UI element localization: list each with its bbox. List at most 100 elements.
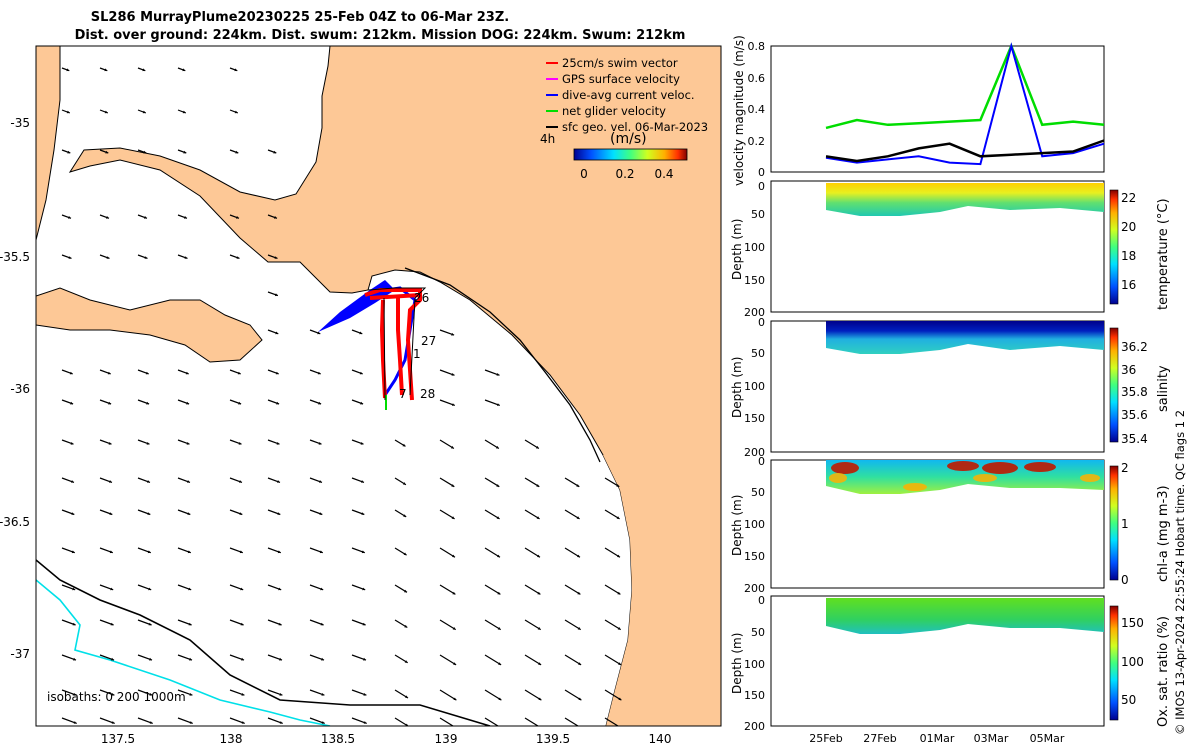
geo-arrow-shaft bbox=[524, 619, 542, 631]
geo-arrow-shaft bbox=[484, 717, 500, 726]
geo-arrow-head bbox=[498, 662, 502, 665]
geo-arrow-head bbox=[143, 150, 147, 154]
legend-label: sfc geo. vel. 06-Mar-2023 bbox=[562, 120, 708, 134]
geo-arrow-head bbox=[617, 554, 620, 558]
temp-depth-tick: 0 bbox=[758, 180, 765, 193]
map-ytick: -36.5 bbox=[0, 515, 30, 529]
geo-arrow-head bbox=[321, 657, 324, 661]
geo-arrow-head bbox=[239, 512, 243, 515]
chla-panel bbox=[770, 459, 1119, 589]
chla-cbar-tick: 0 bbox=[1121, 573, 1129, 587]
geo-arrow-head bbox=[240, 622, 244, 626]
legend-label: 25cm/s swim vector bbox=[562, 56, 678, 70]
geo-arrow-head bbox=[235, 150, 239, 154]
geo-arrow-head bbox=[319, 480, 322, 483]
geo-arrow-head bbox=[144, 216, 147, 219]
geo-arrow-head bbox=[274, 293, 278, 297]
geo-arrow-head bbox=[576, 516, 580, 519]
geo-arrow-head bbox=[69, 371, 73, 375]
geo-arrow-head bbox=[405, 723, 409, 726]
geo-arrow-head bbox=[186, 442, 190, 445]
geo-arrow-shaft bbox=[564, 717, 580, 726]
geo-arrow-head bbox=[496, 516, 500, 519]
geo-arrow-head bbox=[319, 512, 323, 515]
geo-arrow-head bbox=[537, 627, 541, 630]
geo-arrow-head bbox=[496, 373, 500, 376]
geo-arrow-head bbox=[72, 587, 76, 591]
geo-arrow-shaft bbox=[564, 689, 582, 701]
geo-arrow-head bbox=[363, 693, 367, 696]
geo-arrow-shaft bbox=[484, 654, 502, 666]
surface-track bbox=[367, 287, 427, 401]
geo-arrow-head bbox=[404, 589, 407, 593]
geo-arrow-head bbox=[104, 68, 108, 72]
temp-cbar-tick: 22 bbox=[1121, 191, 1136, 205]
geo-arrow-head bbox=[241, 721, 245, 724]
isobaths-label: isobaths: 0 200 1000m bbox=[47, 690, 186, 704]
sal-depth-tick: 200 bbox=[744, 446, 765, 459]
colorbar-ticks: 16 18 20 22 35.4 35.6 35.8 36 36.2 0 1 2… bbox=[1121, 191, 1148, 707]
colorbar-unit: (m/s) bbox=[610, 131, 647, 147]
chart-title-line2: Dist. over ground: 224km. Dist. swum: 21… bbox=[74, 28, 686, 43]
geo-arrow-head bbox=[359, 371, 363, 375]
temp-depth-tick: 50 bbox=[751, 208, 765, 221]
geo-arrow-head bbox=[66, 110, 70, 114]
map-colorbar bbox=[573, 148, 688, 161]
geo-arrow-shaft bbox=[524, 477, 540, 488]
ox-depth-tick: 100 bbox=[744, 658, 765, 671]
geo-arrow-head bbox=[497, 591, 501, 595]
geo-arrow-head bbox=[188, 587, 192, 591]
geo-arrow-head bbox=[360, 442, 364, 445]
geo-arrow-head bbox=[538, 697, 542, 701]
geo-arrow-head bbox=[146, 401, 150, 405]
geo-arrow-shaft bbox=[484, 439, 500, 450]
geo-arrow-head bbox=[147, 512, 151, 515]
geo-arrow-head bbox=[402, 443, 406, 447]
temp-depth-tick: 200 bbox=[744, 306, 765, 319]
velocity-series bbox=[825, 42, 1105, 166]
geo-arrow-head bbox=[404, 660, 408, 663]
map-axes: 137.5 138 138.5 139 139.5 140 -35 -35.5 … bbox=[0, 116, 671, 746]
geo-arrow-head bbox=[73, 693, 77, 696]
geo-arrow-head bbox=[70, 442, 74, 445]
geo-arrow-head bbox=[537, 591, 541, 595]
geo-arrow-head bbox=[453, 697, 457, 701]
geo-arrow-head bbox=[110, 587, 114, 591]
geo-arrow-head bbox=[144, 256, 148, 259]
geo-arrow-head bbox=[111, 693, 115, 696]
geo-arrow-head bbox=[67, 150, 71, 154]
geo-arrow-head bbox=[451, 403, 455, 406]
geo-arrow-shaft bbox=[439, 654, 457, 666]
track-label-1: 1 bbox=[413, 347, 421, 361]
geo-arrow-head bbox=[149, 721, 153, 724]
ox-depth-tick: 200 bbox=[744, 720, 765, 733]
geo-arrow-head bbox=[279, 693, 283, 696]
map-xtick: 139.5 bbox=[536, 732, 570, 746]
geo-arrow-head bbox=[616, 484, 620, 487]
geo-arrow-shaft bbox=[564, 477, 580, 488]
colorbar-tick: 0 bbox=[580, 167, 588, 181]
sal-cbar-tick: 36.2 bbox=[1121, 340, 1148, 354]
geo-arrow-head bbox=[183, 150, 187, 154]
geo-arrow-head bbox=[578, 662, 582, 665]
salinity-panel bbox=[770, 320, 1119, 453]
map-ytick: -35 bbox=[10, 116, 30, 130]
map-xtick: 138.5 bbox=[321, 732, 355, 746]
geo-arrow-head bbox=[317, 331, 321, 335]
geo-arrow-head bbox=[278, 622, 282, 626]
geo-arrow-head bbox=[618, 662, 622, 665]
geo-arrow-shaft bbox=[439, 619, 457, 631]
glider-track bbox=[318, 280, 427, 410]
geo-arrow-head bbox=[361, 480, 364, 483]
colorbar-tick: 0.4 bbox=[654, 167, 673, 181]
geo-arrow-head bbox=[277, 512, 281, 515]
geo-arrow-head bbox=[237, 371, 241, 375]
geo-arrow-head bbox=[320, 622, 324, 626]
geo-arrow-head bbox=[277, 480, 280, 483]
legend-item-sfc: sfc geo. vel. 06-Mar-2023 bbox=[546, 120, 708, 134]
geo-arrow-shaft bbox=[564, 509, 580, 520]
geo-arrow-head bbox=[452, 554, 455, 558]
geo-arrow-head bbox=[142, 110, 146, 114]
track-label-26: 26 bbox=[414, 291, 429, 305]
geo-arrow-head bbox=[276, 401, 280, 405]
